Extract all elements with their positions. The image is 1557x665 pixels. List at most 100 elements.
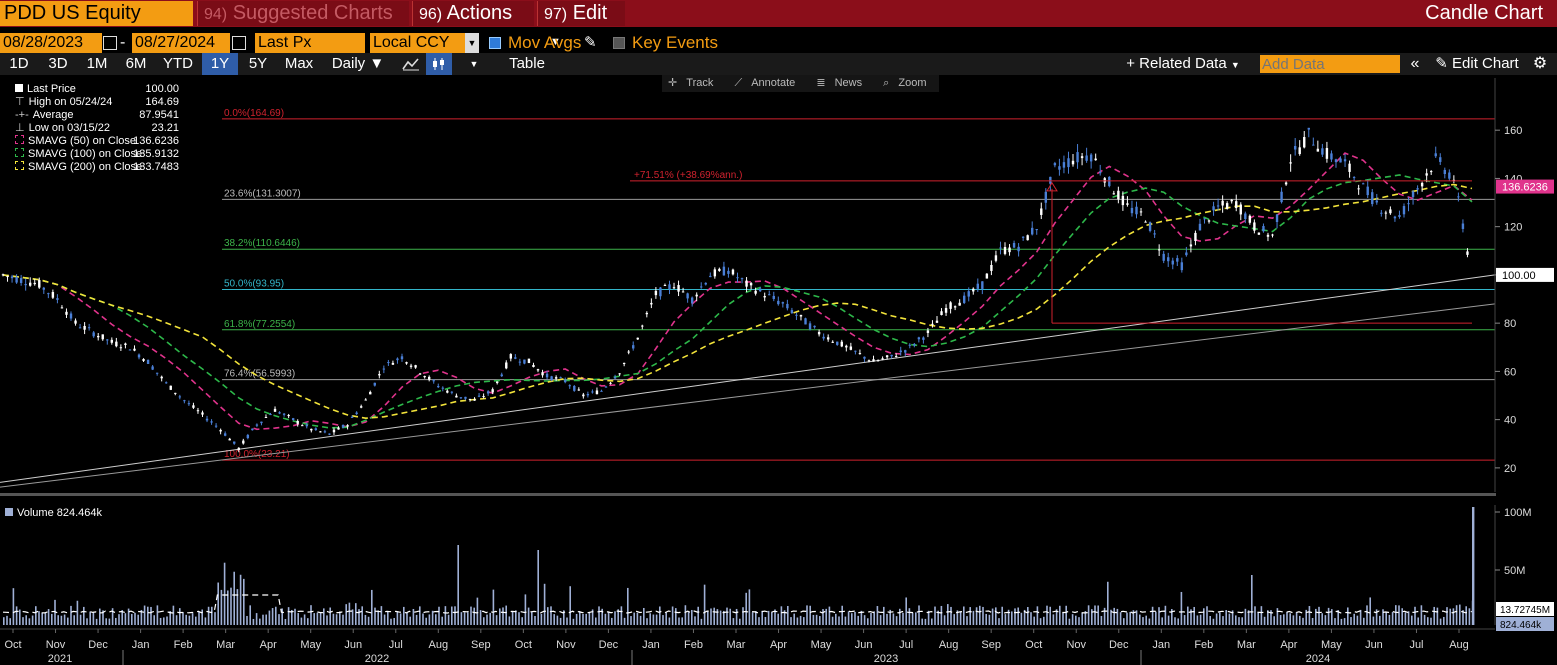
chevron-down-icon[interactable]: ▼ [469,59,479,69]
ticker-field[interactable]: PDD US Equity [0,1,193,26]
volume-bar [1084,611,1087,625]
candle-body [972,288,975,292]
volume-bar [1430,617,1432,625]
volume-bar [1449,608,1451,625]
period-button-6m[interactable]: 6M [125,55,147,72]
candle-body [1112,193,1116,195]
key-events-checkbox[interactable] [613,37,625,49]
volume-bar [95,618,98,625]
volume-bar [975,607,978,625]
end-date-field[interactable]: 08/27/2024 [132,33,230,53]
frequency-label: Daily [331,55,366,72]
related-data-button[interactable]: + Related Data ▼ [1116,53,1250,75]
price-field-select[interactable]: Last Px [255,33,365,53]
month-label: Jun [855,639,873,651]
frequency-select[interactable]: Daily ▼ [324,53,392,75]
tool-annotate[interactable]: ⟋ Annotate [734,77,796,89]
candle-body [1334,159,1338,163]
chevron-down-icon[interactable]: ▼ [465,33,479,53]
volume-bar [1116,608,1119,625]
volume-bar [844,616,847,625]
period-button-max[interactable]: Max [284,55,314,72]
volume-bar [249,605,251,625]
candle-body [786,303,789,309]
volume-bar [700,618,703,625]
volume-bar [252,618,255,625]
candle-body [192,405,195,408]
candle-body [754,290,757,294]
volume-bar [227,590,229,625]
volume-bar [383,614,386,625]
volume-bar [1078,617,1080,625]
suggested-charts-menu[interactable]: 94) Suggested Charts ▼ [197,1,409,48]
candle-body [622,362,626,365]
volume-bar [796,617,799,625]
candle-body [505,362,508,369]
volume-bar [873,611,875,625]
period-button-5y[interactable]: 5Y [248,55,268,72]
add-data-field[interactable] [1260,55,1400,73]
period-button-1m[interactable]: 1M [86,55,108,72]
date-separator: - [120,34,126,51]
candle-body [1108,176,1111,187]
calendar-icon[interactable] [103,36,117,50]
period-button-1y[interactable]: 1Y [202,53,238,75]
candle-body [999,247,1002,249]
mov-avgs-checkbox[interactable] [489,37,501,49]
volume-bar [323,608,325,625]
start-date-field[interactable]: 08/28/2023 [0,33,102,53]
price-chart[interactable]: 0.0%(164.69) 23.6%(131.3007) 38.2%(110.644… [0,76,1557,665]
edit-chart-button[interactable]: ✎ Edit Chart [1428,53,1526,75]
candle-body [990,264,993,271]
candle-body [500,374,503,377]
period-button-3d[interactable]: 3D [48,55,68,72]
candle-body [577,389,581,391]
volume-bar [124,613,127,625]
table-button[interactable]: Table [509,55,545,72]
tool-zoom[interactable]: ⌕ Zoom [883,77,927,89]
volume-bar [1215,613,1218,625]
candle-body [1,274,5,276]
volume-bar [982,606,984,625]
candle-chart-icon[interactable] [426,53,452,75]
candle-body [151,366,154,370]
candle-body [187,403,191,405]
volume-bar [559,617,562,625]
volume-bar [742,607,744,625]
period-button-ytd[interactable]: YTD [163,55,193,72]
volume-bar [1212,618,1215,625]
volume-bar [1033,616,1035,625]
currency-select[interactable]: Local CCY [370,33,465,53]
candle-body [78,327,82,329]
volume-bar [508,616,511,625]
legend-swatch [15,135,24,144]
axis-tick-label: 20 [1504,463,1516,475]
period-button-1d[interactable]: 1D [9,55,29,72]
candle-body [1375,200,1378,203]
collapse-icon[interactable]: « [1410,55,1420,72]
line-chart-icon[interactable] [398,53,424,75]
candle-body [251,428,254,431]
candle-body [831,341,834,343]
volume-bar [819,616,821,625]
volume-bar [3,617,5,625]
volume-bar [316,612,319,625]
panel-separator[interactable] [0,493,1496,496]
edit-menu[interactable]: 97) Edit ▼ [537,1,625,48]
tool-news[interactable]: ≣ News [816,77,863,89]
volume-bar [175,615,178,625]
volume-bar [1343,618,1346,625]
legend-row: ⊥ Low on 03/15/22 23.21 [5,122,195,135]
menu-number: 97) [544,6,568,23]
volume-bar [1059,605,1061,625]
gear-icon[interactable]: ⚙ [1532,55,1548,72]
calendar-icon[interactable] [232,36,246,50]
actions-menu[interactable]: 96) Actions ▼ [412,1,534,48]
candle-body [427,376,431,380]
pencil-icon[interactable]: ✎ [584,34,597,51]
add-data-input[interactable] [1260,55,1398,73]
candle-body [242,440,245,444]
tool-track[interactable]: ✛ Track [668,77,714,89]
volume-bar [1295,611,1298,625]
candle-body [1434,153,1437,157]
